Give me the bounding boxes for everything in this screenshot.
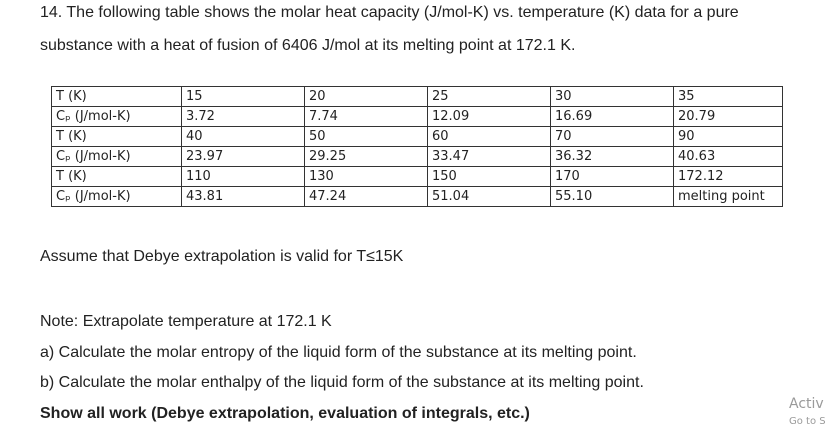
table-cell: 172.12 xyxy=(673,166,783,187)
part-a-text: a) Calculate the molar entropy of the li… xyxy=(40,344,637,361)
table-cell: 70 xyxy=(550,126,674,147)
table-cell: 30 xyxy=(550,86,674,107)
table-cell: 15 xyxy=(181,86,305,107)
table-cell: 47.24 xyxy=(304,186,428,207)
debye-assumption-text: Assume that Debye extrapolation is valid… xyxy=(40,248,404,265)
table-cell: 20.79 xyxy=(673,106,783,127)
table-cell: 51.04 xyxy=(427,186,551,207)
table-cell: 33.47 xyxy=(427,146,551,167)
table-row-header-cell: Cₚ (J/mol-K) xyxy=(51,186,182,207)
table-row: T (K) 15 20 25 30 35 xyxy=(51,86,783,107)
table-row: Cₚ (J/mol-K) 23.97 29.25 33.47 36.32 40.63 xyxy=(51,146,783,167)
table-row-header-cell: T (K) xyxy=(51,166,182,187)
question-text-line-1: 14. The following table shows the molar … xyxy=(40,4,739,21)
table-cell: 60 xyxy=(427,126,551,147)
table-cell: 20 xyxy=(304,86,428,107)
windows-activation-watermark-subtitle: Go to S xyxy=(789,416,826,427)
windows-activation-watermark-title: Activ xyxy=(789,396,824,412)
table-row-header-cell: Cₚ (J/mol-K) xyxy=(51,106,182,127)
table-cell: 25 xyxy=(427,86,551,107)
table-row-header-cell: Cₚ (J/mol-K) xyxy=(51,146,182,167)
table-row-header-cell: T (K) xyxy=(51,86,182,107)
table-cell: 12.09 xyxy=(427,106,551,127)
table-cell: 36.32 xyxy=(550,146,674,167)
table-cell: 40.63 xyxy=(673,146,783,167)
table-row: Cₚ (J/mol-K) 3.72 7.74 12.09 16.69 20.79 xyxy=(51,106,783,127)
note-text: Note: Extrapolate temperature at 172.1 K xyxy=(40,313,332,330)
table-row: T (K) 40 50 60 70 90 xyxy=(51,126,783,147)
table-cell: 55.10 xyxy=(550,186,674,207)
table-cell: 130 xyxy=(304,166,428,187)
table-cell: 29.25 xyxy=(304,146,428,167)
table-row-header-cell: T (K) xyxy=(51,126,182,147)
table-row: Cₚ (J/mol-K) 43.81 47.24 51.04 55.10 melting … xyxy=(51,186,783,207)
table-cell: 35 xyxy=(673,86,783,107)
table-cell: 7.74 xyxy=(304,106,428,127)
table-cell: 3.72 xyxy=(181,106,305,127)
part-b-text: b) Calculate the molar enthalpy of the l… xyxy=(40,374,644,391)
table-cell: melting point xyxy=(673,186,783,207)
table-cell: 43.81 xyxy=(181,186,305,207)
table-row: T (K) 110 130 150 170 172.12 xyxy=(51,166,783,187)
table-cell: 23.97 xyxy=(181,146,305,167)
table-cell: 40 xyxy=(181,126,305,147)
table-cell: 150 xyxy=(427,166,551,187)
show-work-instruction: Show all work (Debye extrapolation, eval… xyxy=(40,405,530,422)
table-cell: 170 xyxy=(550,166,674,187)
heat-capacity-table: T (K) 15 20 25 30 35 Cₚ (J/mol-K) 3.72 7.74 12.09… xyxy=(51,86,783,207)
table-cell: 110 xyxy=(181,166,305,187)
question-text-line-2: substance with a heat of fusion of 6406 … xyxy=(40,37,576,54)
table-cell: 50 xyxy=(304,126,428,147)
table-cell: 16.69 xyxy=(550,106,674,127)
table-cell: 90 xyxy=(673,126,783,147)
